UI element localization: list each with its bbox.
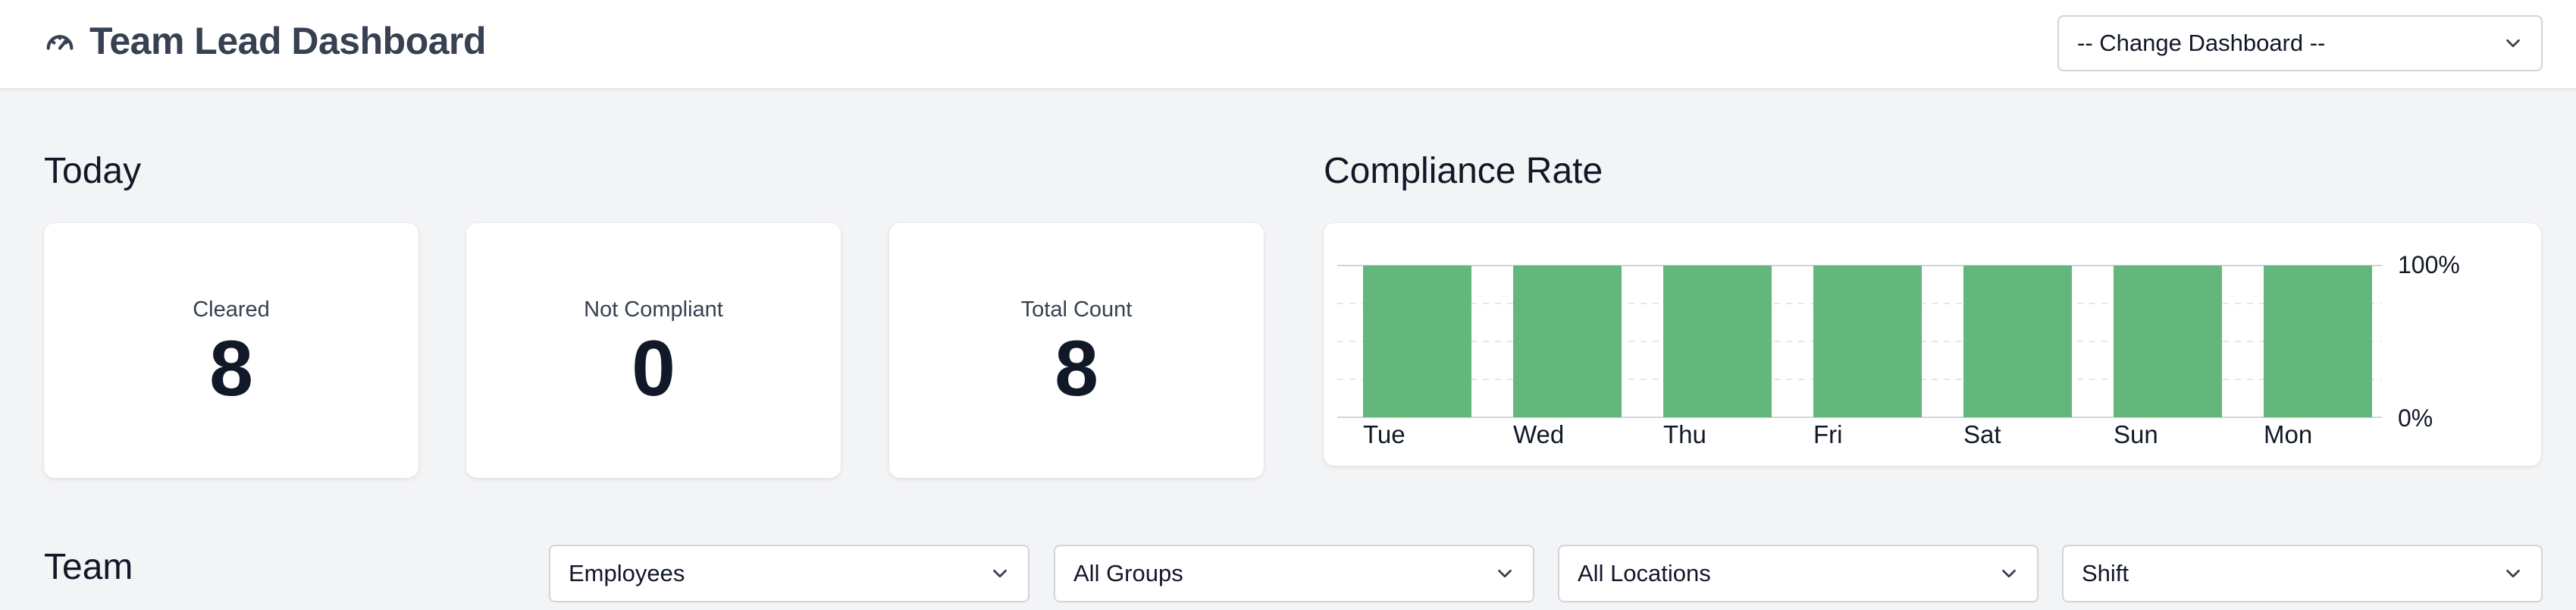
chart-x-tick-label: Thu	[1663, 420, 1706, 448]
not-compliant-label: Not Compliant	[584, 297, 723, 322]
cleared-value: 8	[209, 325, 253, 413]
top-bar: Team Lead Dashboard -- Change Dashboard …	[0, 0, 2576, 90]
locations-select[interactable]: All Locations	[1558, 545, 2039, 602]
chart-y-tick-label: 100%	[2398, 251, 2460, 278]
employees-select[interactable]: Employees	[549, 545, 1029, 602]
change-dashboard-select[interactable]: -- Change Dashboard --	[2057, 15, 2543, 71]
chevron-down-icon	[2502, 32, 2524, 55]
chart-bar	[1813, 266, 1922, 417]
chart-bar	[1363, 266, 1471, 417]
employees-select-value: Employees	[569, 560, 685, 586]
chevron-down-icon	[2502, 562, 2524, 585]
title-wrap: Team Lead Dashboard	[42, 20, 487, 62]
compliance-heading: Compliance Rate	[1324, 151, 1603, 191]
chart-x-tick-label: Wed	[1513, 420, 1564, 448]
total-count-value: 8	[1055, 325, 1098, 413]
total-count-label: Total Count	[1020, 297, 1133, 322]
chart-bar	[1963, 266, 2072, 417]
groups-select[interactable]: All Groups	[1054, 545, 1534, 602]
compliance-chart-card: Tue Wed Thu Fri Sat Sun Mon 100% 0%	[1324, 223, 2541, 466]
groups-select-value: All Groups	[1073, 560, 1183, 586]
change-dashboard-value: -- Change Dashboard --	[2077, 30, 2326, 56]
chart-x-tick-label: Sat	[1963, 420, 2001, 448]
cleared-card: Cleared 8	[44, 223, 418, 478]
chart-y-tick-label: 0%	[2398, 404, 2433, 432]
team-heading: Team	[44, 547, 133, 587]
chart-x-tick-label: Fri	[1813, 420, 1842, 448]
not-compliant-card: Not Compliant 0	[466, 223, 841, 478]
chart-bar	[2264, 266, 2372, 417]
today-heading: Today	[44, 151, 142, 191]
chart-x-tick-label: Sun	[2114, 420, 2158, 448]
page-title: Team Lead Dashboard	[89, 20, 487, 62]
chevron-down-icon	[989, 562, 1011, 585]
not-compliant-value: 0	[631, 325, 675, 413]
total-count-card: Total Count 8	[889, 223, 1264, 478]
chart-x-tick-label: Tue	[1363, 420, 1406, 448]
compliance-chart: Tue Wed Thu Fri Sat Sun Mon 100% 0%	[1337, 251, 2460, 448]
chevron-down-icon	[1493, 562, 1516, 585]
shift-select-value: Shift	[2082, 560, 2129, 586]
locations-select-value: All Locations	[1578, 560, 1711, 586]
cleared-label: Cleared	[193, 297, 270, 322]
chart-bar	[1663, 266, 1772, 417]
chart-bar	[1513, 266, 1622, 417]
chevron-down-icon	[1998, 562, 2020, 585]
shift-select[interactable]: Shift	[2062, 545, 2543, 602]
chart-bar	[2114, 266, 2222, 417]
chart-x-tick-label: Mon	[2264, 420, 2312, 448]
gauge-icon	[42, 24, 77, 58]
